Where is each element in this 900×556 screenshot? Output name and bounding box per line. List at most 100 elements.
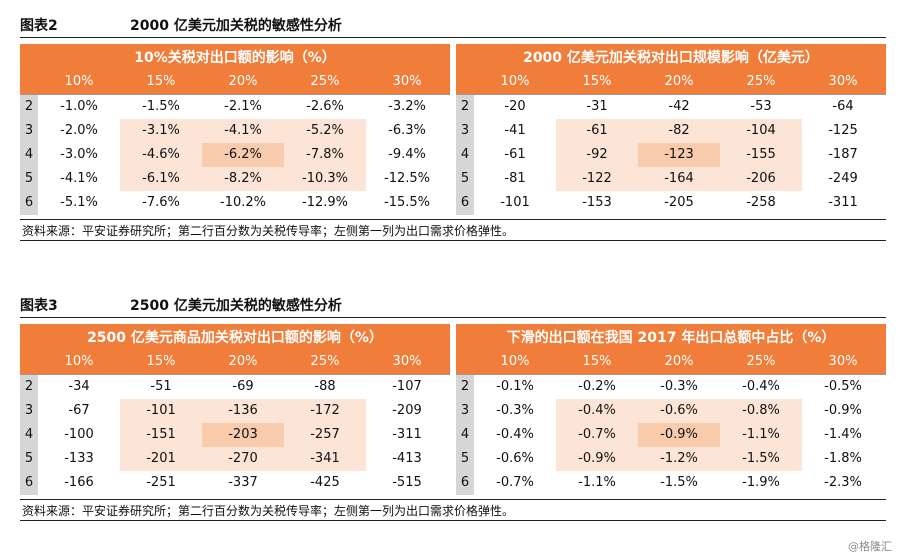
table-cell: -125 — [828, 123, 858, 138]
table-header: 10%关税对出口额的影响（%） — [20, 44, 450, 70]
table-cell: -425 — [310, 475, 340, 490]
table-cell: -82 — [638, 119, 720, 143]
table-cell: -64 — [832, 99, 854, 114]
table-cell: -100 — [64, 427, 94, 442]
table-cell: -3.2% — [388, 99, 426, 114]
table-cell: -101 — [500, 195, 530, 210]
elasticity-value: 2 — [460, 379, 470, 394]
table-cell: -337 — [228, 475, 258, 490]
table-cell: -0.4% — [742, 379, 780, 394]
watermark: @格隆汇 — [848, 540, 892, 553]
table-cell: -1.5% — [142, 99, 180, 114]
table-cell: -0.2% — [578, 379, 616, 394]
header-corner — [456, 350, 474, 374]
table-cell: -4.1% — [60, 171, 98, 186]
table-cell: -123 — [638, 143, 720, 167]
table-cell: -41 — [504, 123, 526, 138]
table-cell: -1.8% — [824, 451, 862, 466]
value-grid: -34 -51 -69 -88 -107 -67 -101 -136 -172 -209 -100-… — [38, 375, 450, 495]
table-cell: -1.1% — [578, 475, 616, 490]
table-row: -20 -31 -42 -53 -64 — [474, 95, 886, 119]
table-row: -2.0% -3.1% -4.1% -5.2% -6.3% — [38, 119, 450, 143]
table-body: 2 3 4 5 6 -20 -31 -42 -53 -64 -41 -61 -82 -104 -125 -61… — [456, 94, 886, 215]
table-cell: -7.8% — [284, 143, 366, 167]
table-cell: -311 — [392, 427, 422, 442]
column-header: 30% — [828, 74, 858, 89]
table-cell: -0.9% — [824, 403, 862, 418]
table-cell: -42 — [668, 99, 690, 114]
table-cell: -92 — [556, 143, 638, 167]
table-cell: -249 — [828, 171, 858, 186]
table-cell: -101 — [120, 399, 202, 423]
column-header: 25% — [310, 354, 340, 369]
elasticity-column: 2 3 4 5 6 — [456, 95, 474, 215]
column-header: 25% — [746, 354, 776, 369]
table-cell: -6.3% — [388, 123, 426, 138]
elasticity-value: 5 — [460, 451, 470, 466]
table-cell: -5.2% — [284, 119, 366, 143]
column-header: 10% — [64, 354, 94, 369]
table-right: 2000 亿美元加关税对出口规模影响（亿美元） 10% 15% 20% 25% 30% 2 3… — [456, 44, 886, 215]
table-cell: -515 — [392, 475, 422, 490]
table-row: -81 -122 -164 -206 -249 — [474, 167, 886, 191]
header-corner — [20, 70, 38, 94]
table-cell: -51 — [150, 379, 172, 394]
column-header: 10% — [500, 354, 530, 369]
elasticity-column: 2 3 4 5 6 — [20, 95, 38, 215]
table-cell: -4.1% — [202, 119, 284, 143]
table-cell: -4.6% — [120, 143, 202, 167]
elasticity-value: 2 — [24, 379, 34, 394]
table-cell: -2.6% — [306, 99, 344, 114]
elasticity-value: 3 — [24, 123, 34, 138]
table-cell: -311 — [828, 195, 858, 210]
table-cell: -6.2% — [202, 143, 284, 167]
elasticity-value: 3 — [460, 123, 470, 138]
column-header: 25% — [310, 74, 340, 89]
table-row: -0.4% -0.7% -0.9% -1.1% -1.4% — [474, 423, 886, 447]
table-cell: -203 — [202, 423, 284, 447]
table-cell: -3.1% — [120, 119, 202, 143]
value-grid: -1.0% -1.5% -2.1% -2.6% -3.2% -2.0% -3.1% -4.1%… — [38, 95, 450, 215]
table-cell: -209 — [392, 403, 422, 418]
table-cell: -81 — [504, 171, 526, 186]
figure-2: 图表2 2000 亿美元加关税的敏感性分析 10%关税对出口额的影响（%） 10%… — [20, 12, 886, 241]
table-cell: -413 — [392, 451, 422, 466]
elasticity-value: 3 — [460, 403, 470, 418]
figure-caption: 2500 亿美元加关税的敏感性分析 — [130, 297, 342, 314]
table-cell: -10.3% — [284, 167, 366, 191]
table-cell: -61 — [504, 147, 526, 162]
table-row: -100 -151 -203 -257 -311 — [38, 423, 450, 447]
figure-title: 图表3 2500 亿美元加关税的敏感性分析 — [20, 292, 886, 318]
table-cell: -1.5% — [660, 475, 698, 490]
elasticity-value: 4 — [24, 427, 34, 442]
table-body: 2 3 4 5 6 -1.0% -1.5% -2.1% -2.6% -3.2% -2.0% -3.1%… — [20, 94, 450, 215]
column-header: 10% — [64, 74, 94, 89]
table-body: 2 3 4 5 6 -34 -51 -69 -88 -107 -67 -101 -136 -172 -209… — [20, 374, 450, 495]
column-header: 20% — [664, 354, 694, 369]
figure-title: 图表2 2000 亿美元加关税的敏感性分析 — [20, 12, 886, 38]
table-cell: -205 — [664, 195, 694, 210]
table-left: 10%关税对出口额的影响（%） 10% 15% 20% 25% 30% 2 3 4 5 6 -1.0%… — [20, 44, 450, 215]
table-cell: -341 — [284, 447, 366, 471]
table-cell: -1.0% — [60, 99, 98, 114]
table-row: -67 -101 -136 -172 -209 — [38, 399, 450, 423]
table-row: -61 -92 -123 -155 -187 — [474, 143, 886, 167]
table-cell: -164 — [638, 167, 720, 191]
table-cell: -15.5% — [384, 195, 430, 210]
column-header: 20% — [664, 74, 694, 89]
elasticity-value: 5 — [24, 451, 34, 466]
table-cell: -0.3% — [660, 379, 698, 394]
elasticity-value: 2 — [460, 99, 470, 114]
table-cell: -270 — [202, 447, 284, 471]
column-header: 25% — [746, 74, 776, 89]
table-cell: -10.2% — [220, 195, 266, 210]
table-row: -3.0% -4.6% -6.2% -7.8% -9.4% — [38, 143, 450, 167]
table-cell: -136 — [202, 399, 284, 423]
column-header: 20% — [228, 74, 258, 89]
table-row: -0.3% -0.4% -0.6% -0.8% -0.9% — [474, 399, 886, 423]
table-cell: -257 — [284, 423, 366, 447]
column-header: 20% — [228, 354, 258, 369]
column-header-row: 10% 15% 20% 25% 30% — [20, 70, 450, 94]
table-cell: -5.1% — [60, 195, 98, 210]
source-note: 资料来源：平安证券研究所；第二行百分数为关税传导率；左侧第一列为出口需求价格弹性… — [20, 219, 886, 241]
